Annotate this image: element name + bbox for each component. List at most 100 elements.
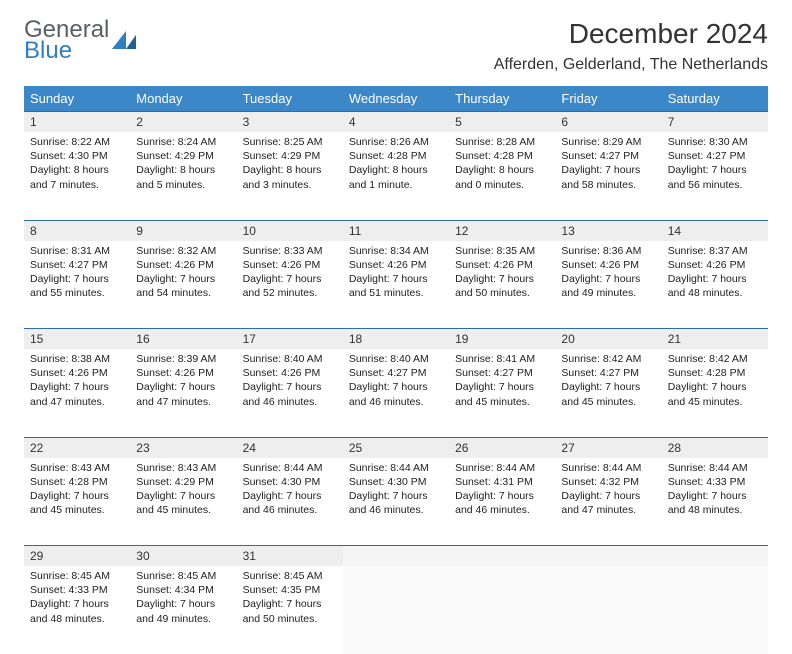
daylight-text: Daylight: 7 hours and 46 minutes. [349, 489, 443, 517]
daylight-text: Daylight: 7 hours and 48 minutes. [668, 489, 762, 517]
calendar-daynum-cell: 4 [343, 112, 449, 133]
calendar-content-row: Sunrise: 8:45 AMSunset: 4:33 PMDaylight:… [24, 566, 768, 654]
sunrise-text: Sunrise: 8:40 AM [349, 352, 443, 366]
daylight-text: Daylight: 7 hours and 47 minutes. [561, 489, 655, 517]
sunset-text: Sunset: 4:34 PM [136, 583, 230, 597]
calendar-header-cell: Wednesday [343, 86, 449, 112]
calendar-daynum-cell: 16 [130, 329, 236, 350]
daylight-text: Daylight: 8 hours and 7 minutes. [30, 163, 124, 191]
calendar-daynum-cell: 6 [555, 112, 661, 133]
brand-mark-icon [112, 27, 140, 54]
calendar-daynum-cell: 13 [555, 220, 661, 241]
sunset-text: Sunset: 4:26 PM [668, 258, 762, 272]
calendar-day-cell: Sunrise: 8:40 AMSunset: 4:26 PMDaylight:… [237, 349, 343, 437]
daylight-text: Daylight: 8 hours and 0 minutes. [455, 163, 549, 191]
calendar-day-cell: Sunrise: 8:26 AMSunset: 4:28 PMDaylight:… [343, 132, 449, 220]
calendar-daynum-row: 891011121314 [24, 220, 768, 241]
calendar-day-cell: Sunrise: 8:22 AMSunset: 4:30 PMDaylight:… [24, 132, 130, 220]
page-subtitle: Afferden, Gelderland, The Netherlands [494, 56, 768, 74]
calendar-day-cell: Sunrise: 8:34 AMSunset: 4:26 PMDaylight:… [343, 241, 449, 329]
sunset-text: Sunset: 4:30 PM [349, 475, 443, 489]
calendar-daynum-cell: 25 [343, 437, 449, 458]
calendar-daynum-cell [343, 546, 449, 567]
daylight-text: Daylight: 7 hours and 55 minutes. [30, 272, 124, 300]
sunset-text: Sunset: 4:26 PM [561, 258, 655, 272]
sunrise-text: Sunrise: 8:44 AM [455, 461, 549, 475]
calendar-daynum-cell: 15 [24, 329, 130, 350]
calendar-daynum-cell [662, 546, 768, 567]
calendar-day-cell: Sunrise: 8:45 AMSunset: 4:33 PMDaylight:… [24, 566, 130, 654]
sunset-text: Sunset: 4:26 PM [455, 258, 549, 272]
sunrise-text: Sunrise: 8:33 AM [243, 244, 337, 258]
calendar-day-cell: Sunrise: 8:44 AMSunset: 4:30 PMDaylight:… [343, 458, 449, 546]
brand-text: General Blue [24, 18, 109, 63]
sunset-text: Sunset: 4:33 PM [668, 475, 762, 489]
daylight-text: Daylight: 7 hours and 45 minutes. [668, 380, 762, 408]
calendar-daynum-cell: 11 [343, 220, 449, 241]
calendar-day-cell: Sunrise: 8:36 AMSunset: 4:26 PMDaylight:… [555, 241, 661, 329]
calendar-day-cell: Sunrise: 8:30 AMSunset: 4:27 PMDaylight:… [662, 132, 768, 220]
sunrise-text: Sunrise: 8:32 AM [136, 244, 230, 258]
daylight-text: Daylight: 7 hours and 47 minutes. [136, 380, 230, 408]
calendar-day-cell: Sunrise: 8:45 AMSunset: 4:35 PMDaylight:… [237, 566, 343, 654]
calendar-header-cell: Thursday [449, 86, 555, 112]
sunrise-text: Sunrise: 8:45 AM [136, 569, 230, 583]
sunrise-text: Sunrise: 8:35 AM [455, 244, 549, 258]
calendar-daynum-cell: 1 [24, 112, 130, 133]
calendar-content-row: Sunrise: 8:43 AMSunset: 4:28 PMDaylight:… [24, 458, 768, 546]
sunrise-text: Sunrise: 8:44 AM [243, 461, 337, 475]
sunset-text: Sunset: 4:27 PM [561, 366, 655, 380]
sunset-text: Sunset: 4:27 PM [349, 366, 443, 380]
calendar-day-cell: Sunrise: 8:28 AMSunset: 4:28 PMDaylight:… [449, 132, 555, 220]
sunset-text: Sunset: 4:33 PM [30, 583, 124, 597]
daylight-text: Daylight: 7 hours and 46 minutes. [243, 489, 337, 517]
sunset-text: Sunset: 4:30 PM [243, 475, 337, 489]
calendar-daynum-cell: 7 [662, 112, 768, 133]
sunrise-text: Sunrise: 8:28 AM [455, 135, 549, 149]
calendar-daynum-cell: 17 [237, 329, 343, 350]
sunrise-text: Sunrise: 8:29 AM [561, 135, 655, 149]
calendar-day-cell: Sunrise: 8:39 AMSunset: 4:26 PMDaylight:… [130, 349, 236, 437]
daylight-text: Daylight: 7 hours and 58 minutes. [561, 163, 655, 191]
calendar-day-cell: Sunrise: 8:35 AMSunset: 4:26 PMDaylight:… [449, 241, 555, 329]
daylight-text: Daylight: 7 hours and 45 minutes. [30, 489, 124, 517]
daylight-text: Daylight: 7 hours and 46 minutes. [349, 380, 443, 408]
sunrise-text: Sunrise: 8:31 AM [30, 244, 124, 258]
calendar-daynum-cell: 29 [24, 546, 130, 567]
calendar-content-row: Sunrise: 8:38 AMSunset: 4:26 PMDaylight:… [24, 349, 768, 437]
sunrise-text: Sunrise: 8:26 AM [349, 135, 443, 149]
calendar-day-cell: Sunrise: 8:43 AMSunset: 4:28 PMDaylight:… [24, 458, 130, 546]
daylight-text: Daylight: 7 hours and 46 minutes. [455, 489, 549, 517]
calendar-daynum-cell: 2 [130, 112, 236, 133]
calendar-body: 1234567Sunrise: 8:22 AMSunset: 4:30 PMDa… [24, 112, 768, 654]
calendar-daynum-row: 22232425262728 [24, 437, 768, 458]
sunset-text: Sunset: 4:26 PM [349, 258, 443, 272]
sunrise-text: Sunrise: 8:30 AM [668, 135, 762, 149]
calendar-daynum-cell [555, 546, 661, 567]
sunrise-text: Sunrise: 8:44 AM [561, 461, 655, 475]
sunset-text: Sunset: 4:32 PM [561, 475, 655, 489]
sunset-text: Sunset: 4:29 PM [243, 149, 337, 163]
calendar-daynum-cell: 12 [449, 220, 555, 241]
sunset-text: Sunset: 4:27 PM [30, 258, 124, 272]
calendar-header-cell: Friday [555, 86, 661, 112]
calendar-day-cell: Sunrise: 8:45 AMSunset: 4:34 PMDaylight:… [130, 566, 236, 654]
daylight-text: Daylight: 7 hours and 48 minutes. [668, 272, 762, 300]
sunrise-text: Sunrise: 8:37 AM [668, 244, 762, 258]
daylight-text: Daylight: 7 hours and 49 minutes. [561, 272, 655, 300]
calendar-day-cell: Sunrise: 8:31 AMSunset: 4:27 PMDaylight:… [24, 241, 130, 329]
daylight-text: Daylight: 8 hours and 5 minutes. [136, 163, 230, 191]
calendar-daynum-cell: 10 [237, 220, 343, 241]
sunset-text: Sunset: 4:26 PM [136, 366, 230, 380]
calendar-daynum-cell: 23 [130, 437, 236, 458]
daylight-text: Daylight: 7 hours and 51 minutes. [349, 272, 443, 300]
sunset-text: Sunset: 4:31 PM [455, 475, 549, 489]
sunset-text: Sunset: 4:27 PM [455, 366, 549, 380]
calendar-daynum-cell: 8 [24, 220, 130, 241]
calendar-daynum-cell: 27 [555, 437, 661, 458]
calendar-daynum-row: 1234567 [24, 112, 768, 133]
calendar-day-cell: Sunrise: 8:42 AMSunset: 4:27 PMDaylight:… [555, 349, 661, 437]
sunset-text: Sunset: 4:29 PM [136, 149, 230, 163]
sunrise-text: Sunrise: 8:43 AM [136, 461, 230, 475]
sunset-text: Sunset: 4:29 PM [136, 475, 230, 489]
